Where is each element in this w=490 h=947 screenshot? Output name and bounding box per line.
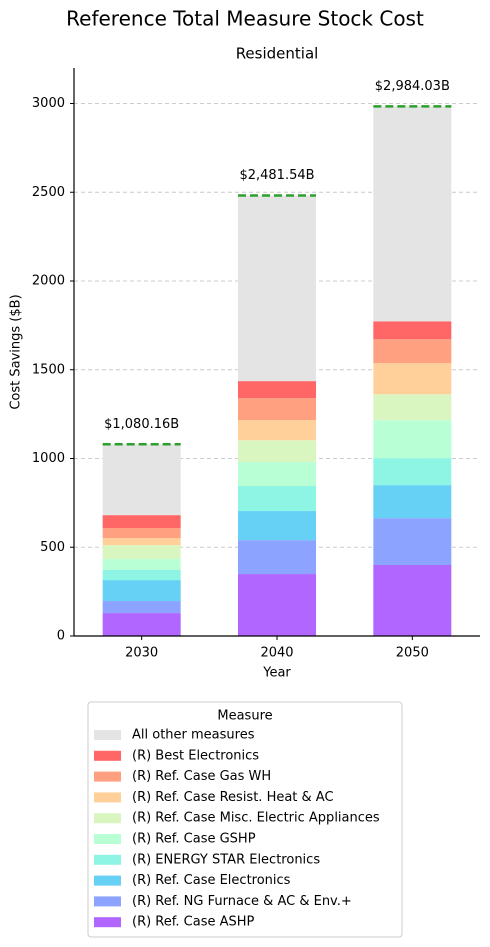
legend-swatch <box>94 875 121 886</box>
bar-segment <box>102 613 181 636</box>
legend-label: (R) Ref. Case Resist. Heat & AC <box>132 790 334 805</box>
bar-segment <box>238 486 316 512</box>
y-tick-label: 500 <box>40 540 65 555</box>
bar-segment <box>238 440 316 463</box>
legend-swatch <box>94 792 121 803</box>
total-label: $1,080.16B <box>104 417 179 432</box>
chart-title: Reference Total Measure Stock Cost <box>66 7 424 31</box>
bar-segment <box>238 511 316 541</box>
y-tick-label: 2000 <box>32 274 65 289</box>
bar-segment <box>373 565 452 636</box>
legend-swatch <box>94 730 121 740</box>
legend-swatch <box>94 854 121 865</box>
bar-segment <box>373 420 452 459</box>
legend-label: (R) ENERGY STAR Electronics <box>132 852 320 867</box>
bar-segment <box>373 485 452 519</box>
bar-segment <box>102 601 181 614</box>
bar-segment <box>373 394 452 421</box>
bar-segment <box>373 458 452 486</box>
legend-label: All other measures <box>132 728 255 743</box>
legend-swatch <box>94 750 121 761</box>
bar-segment <box>102 538 181 546</box>
bar-segment <box>102 545 181 559</box>
bar-segment <box>238 381 316 399</box>
bar-segment <box>238 574 316 636</box>
legend-swatch <box>94 771 121 782</box>
bar-segment <box>102 558 181 570</box>
legend-label: (R) Ref. Case Gas WH <box>132 769 271 784</box>
bar-segment <box>373 518 452 565</box>
bar-segment <box>102 569 181 581</box>
y-tick-label: 3000 <box>32 96 65 111</box>
y-tick-label: 2500 <box>32 185 65 200</box>
y-tick-label: 1000 <box>32 451 65 466</box>
legend-label: (R) Ref. Case GSHP <box>132 832 256 847</box>
bar-segment <box>373 363 452 395</box>
bar-segment <box>102 515 181 529</box>
legend-swatch <box>94 917 121 928</box>
legend-label: (R) Best Electronics <box>132 748 259 763</box>
legend-label: (R) Ref. NG Furnace & AC & Env.+ <box>132 894 352 909</box>
y-tick-label: 1500 <box>32 362 65 377</box>
legend-box <box>87 701 403 938</box>
bar-segment <box>373 106 452 322</box>
bar-segment <box>238 420 316 441</box>
total-label: $2,481.54B <box>239 168 314 183</box>
y-tick-label: 0 <box>57 629 65 644</box>
legend-swatch <box>94 813 121 824</box>
y-axis-label: Cost Savings ($B) <box>9 294 24 409</box>
legend-label: (R) Ref. Case ASHP <box>132 915 255 930</box>
bar-segment <box>373 321 452 340</box>
chart-subtitle: Residential <box>236 45 319 63</box>
x-tick-label: 2040 <box>260 646 293 661</box>
x-tick-label: 2050 <box>396 646 429 661</box>
bar-segment <box>373 339 452 364</box>
bar-segment <box>102 444 181 516</box>
legend-swatch <box>94 834 121 844</box>
legend-title: Measure <box>217 709 272 724</box>
bar-segment <box>238 540 316 575</box>
x-tick-label: 2030 <box>125 646 158 661</box>
bar-segment <box>102 580 181 602</box>
bar-segment <box>238 398 316 421</box>
total-label: $2,984.03B <box>375 79 450 94</box>
bar-segment <box>102 528 181 539</box>
bar-segment <box>238 462 316 487</box>
legend-label: (R) Ref. Case Misc. Electric Appliances <box>132 811 380 826</box>
bar-segment <box>238 195 316 382</box>
legend-label: (R) Ref. Case Electronics <box>132 873 291 888</box>
x-axis-label: Year <box>262 666 291 681</box>
legend-swatch <box>94 896 121 907</box>
